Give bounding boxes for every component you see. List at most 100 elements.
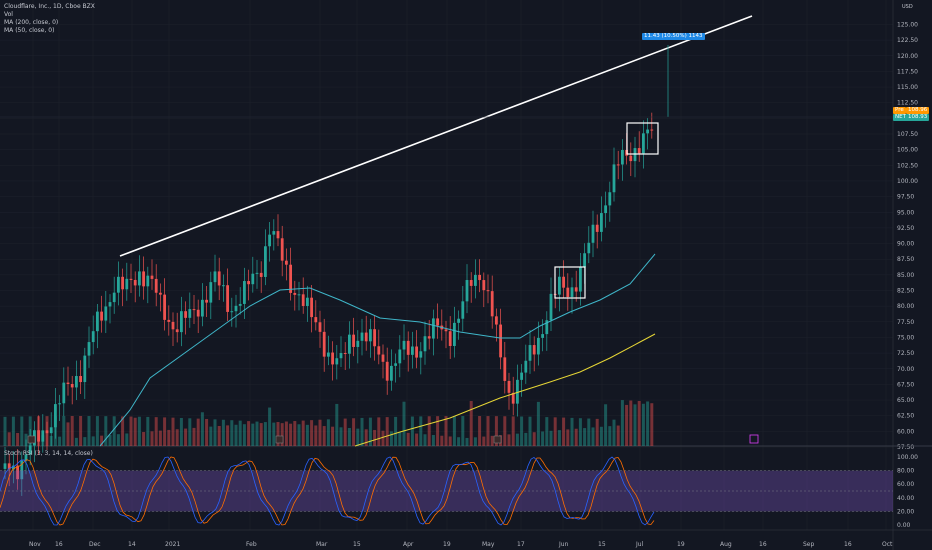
volume-bar [221, 419, 225, 446]
candle-body [54, 404, 57, 428]
candle-body [150, 275, 154, 279]
candle-body [356, 340, 360, 347]
candle-body [188, 309, 192, 318]
volume-bar [515, 433, 519, 446]
volume-bar [486, 416, 490, 446]
candle-body [180, 311, 183, 333]
candle-body [474, 274, 477, 286]
candle-body [419, 351, 423, 358]
candle-body [276, 231, 280, 239]
volume-bar [104, 416, 108, 446]
candle-body [331, 352, 334, 365]
candle-body [222, 285, 225, 287]
volume-bar [116, 434, 120, 446]
candle-body [490, 291, 494, 317]
volume-bar [339, 427, 343, 446]
stoch-tick: 80.00 [897, 468, 914, 475]
symbol-title[interactable]: Cloudflare, Inc., 1D, Cboe BZX [4, 3, 95, 10]
time-tick: Jul [635, 541, 644, 548]
volume-bar [74, 437, 78, 446]
candle-body [213, 271, 217, 283]
volume-bar [129, 416, 133, 446]
volume-bar [70, 416, 74, 446]
candle-body [318, 322, 322, 332]
price-tick: 122.50 [897, 37, 918, 44]
volume-bar [255, 421, 259, 446]
candle-body [600, 213, 603, 232]
candle-body [621, 149, 624, 165]
volume-bar [259, 423, 263, 446]
volume-bar [209, 426, 213, 446]
candle-body [549, 293, 553, 321]
candle-body [7, 463, 11, 470]
volume-bar [150, 431, 154, 446]
time-tick: Sep [803, 541, 815, 548]
price-tick: 60.00 [897, 428, 914, 435]
price-tick: 77.50 [897, 319, 914, 326]
candle-body [348, 334, 351, 354]
candle-body [499, 324, 502, 358]
price-tick: 57.50 [897, 444, 914, 451]
candle-body [507, 380, 511, 393]
candle-body [75, 376, 78, 388]
price-tick: 92.50 [897, 225, 914, 232]
volume-bar [49, 435, 53, 446]
legend-ma200[interactable]: MA (200, close, 0) [4, 19, 59, 26]
volume-bar [360, 417, 364, 446]
time-tick: Mar [316, 541, 328, 548]
price-tick: 70.00 [897, 366, 914, 373]
candle-body [411, 346, 414, 355]
legend-ma50[interactable]: MA (50, close, 0) [4, 27, 55, 34]
candle-body [20, 460, 24, 480]
stoch-tick: 0.00 [897, 522, 911, 529]
volume-bar [347, 427, 351, 446]
volume-bar [536, 401, 540, 446]
candle-body [591, 224, 595, 243]
price-tick: 65.00 [897, 397, 914, 404]
candle-body [608, 192, 612, 206]
volume-bar [154, 417, 158, 446]
candle-body [45, 430, 49, 434]
candle-body [83, 355, 87, 383]
candle-body [226, 285, 229, 312]
volume-bar [41, 435, 45, 446]
pre-tag: Pre [893, 107, 906, 114]
currency-label: USD [902, 4, 913, 10]
stoch-rsi-title[interactable]: Stoch RSI (3, 3, 14, 14, close) [4, 450, 93, 457]
candle-body [423, 336, 427, 352]
candle-body [558, 276, 561, 295]
volume-bar [16, 433, 20, 446]
candle-body [486, 290, 490, 292]
candle-body [612, 164, 616, 193]
volume-bar [200, 412, 204, 446]
volume-bar [389, 431, 393, 446]
candle-body [650, 129, 654, 131]
candle-body [373, 329, 376, 347]
volume-bar [557, 430, 561, 446]
candle-body [343, 353, 347, 355]
candle-body [432, 318, 435, 339]
candle-body [272, 231, 276, 235]
volume-bar [158, 430, 162, 446]
volume-bar [373, 430, 377, 446]
legend-volume[interactable]: Vol [4, 11, 13, 18]
volume-bar [58, 436, 62, 446]
volume-bar [394, 416, 398, 446]
time-tick: 19 [677, 541, 685, 548]
candle-body [352, 334, 355, 347]
time-tick: 16 [759, 541, 767, 548]
candle-body [377, 346, 381, 355]
volume-bar [583, 428, 587, 446]
candle-body [587, 242, 591, 254]
volume-bar [402, 401, 406, 446]
candle-body [478, 274, 481, 281]
ma50-line [99, 253, 656, 447]
candle-body [100, 311, 103, 321]
candle-body [642, 133, 645, 154]
volume-bar [3, 416, 7, 446]
candle-body [427, 336, 431, 339]
volume-bar [289, 423, 293, 446]
candle-body [448, 331, 452, 346]
volume-bar [574, 428, 578, 446]
